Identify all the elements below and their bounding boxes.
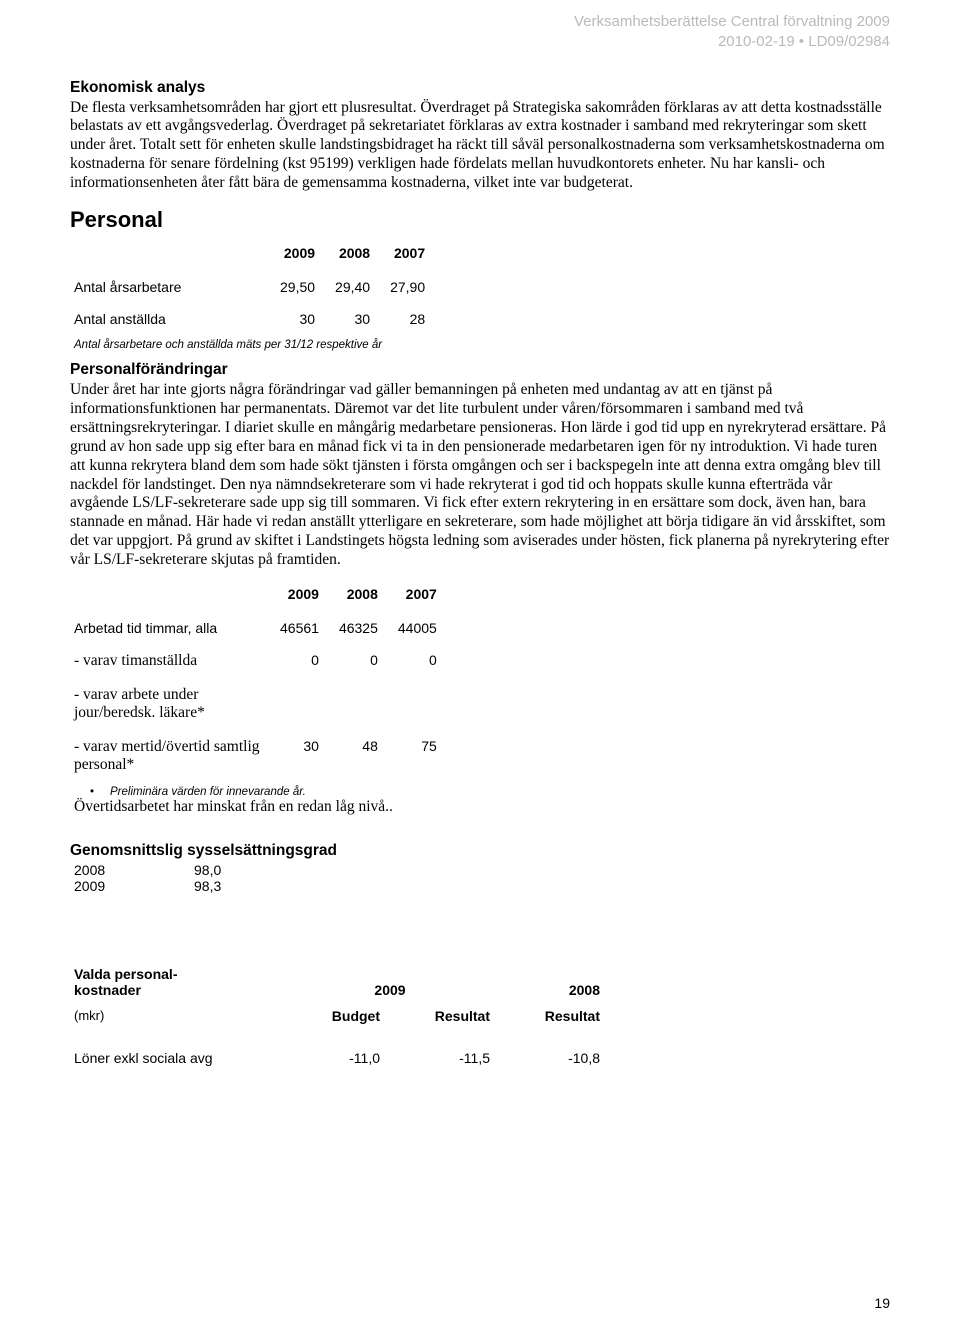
t1-footnote: Antal årsarbetare och anställda mäts per… xyxy=(74,339,890,351)
table-arbetstid: 2009 2008 2007 Arbetad tid timmar, alla … xyxy=(70,580,447,782)
heading-persfor: Personalförändringar xyxy=(70,361,890,379)
t1-row2-v0: 30 xyxy=(270,303,325,335)
t3-mkr: (mkr) xyxy=(70,1000,280,1032)
heading-ekonomisk: Ekonomisk analys xyxy=(70,79,890,97)
t3-r1-v1: -11,5 xyxy=(390,1042,500,1074)
t3-sub-2: Resultat xyxy=(500,1000,610,1032)
t1-row1-v0: 29,50 xyxy=(270,271,325,303)
t3-title1: Valda personal- xyxy=(74,966,177,982)
syssel-r2-v: 98,3 xyxy=(194,878,221,894)
t3-r1-label: Löner exkl sociala avg xyxy=(70,1042,280,1074)
t3-sub-1: Resultat xyxy=(390,1000,500,1032)
t2-col-2009: 2009 xyxy=(270,580,329,612)
t3-r1-v0: -11,0 xyxy=(280,1042,390,1074)
heading-personal: Personal xyxy=(70,207,890,233)
page-header: Verksamhetsberättelse Central förvaltnin… xyxy=(70,12,890,53)
t1-row1-label: Antal årsarbetare xyxy=(70,271,270,303)
syssel-rows: 2008 98,0 2009 98,3 xyxy=(74,862,890,894)
t1-row1-v2: 27,90 xyxy=(380,271,435,303)
t2-r1-v0: 46561 xyxy=(270,612,329,644)
page-number: 19 xyxy=(874,1295,890,1311)
t3-title2: kostnader xyxy=(74,982,141,998)
t3-r1-v2: -10,8 xyxy=(500,1042,610,1074)
body-ekonomisk: De flesta verksamhetsområden har gjort e… xyxy=(70,99,890,194)
heading-syssel: Genomsnittslig sysselsättningsgrad xyxy=(70,842,890,860)
t2-r4-v1: 48 xyxy=(329,730,388,782)
t2-r4-label: - varav mertid/övertid samtlig personal* xyxy=(70,730,270,782)
t2-col-2008: 2008 xyxy=(329,580,388,612)
syssel-r1-y: 2008 xyxy=(74,862,194,878)
table-personal: 2009 2008 2007 Antal årsarbetare 29,50 2… xyxy=(70,239,435,335)
header-line-1: Verksamhetsberättelse Central förvaltnin… xyxy=(70,12,890,32)
t1-row2-label: Antal anställda xyxy=(70,303,270,335)
t2-r4-v0: 30 xyxy=(270,730,329,782)
t1-col-2009: 2009 xyxy=(270,239,325,271)
table-kostnader: Valda personal- kostnader 2009 2008 (mkr… xyxy=(70,960,610,1074)
t2-col-2007: 2007 xyxy=(388,580,447,612)
t1-col-2008: 2008 xyxy=(325,239,380,271)
t2-r3-v0 xyxy=(270,678,329,730)
t2-r3-v1 xyxy=(329,678,388,730)
t2-r2-v0: 0 xyxy=(270,644,329,678)
t2-r1-label: Arbetad tid timmar, alla xyxy=(70,612,270,644)
t3-top-2009: 2009 xyxy=(280,960,500,1000)
t3-top-2008: 2008 xyxy=(500,960,610,1000)
t2-note: Preliminära värden för innevarande år. xyxy=(110,786,890,798)
t2-r2-v1: 0 xyxy=(329,644,388,678)
header-line-2: 2010-02-19 • LD09/02984 xyxy=(70,32,890,52)
t2-r3-label: - varav arbete under jour/beredsk. läkar… xyxy=(70,678,270,730)
t2-after: Övertidsarbetet har minskat från en reda… xyxy=(74,798,890,816)
t3-sub-0: Budget xyxy=(280,1000,390,1032)
t2-r2-label: - varav timanställda xyxy=(70,644,270,678)
body-persfor: Under året har inte gjorts några förändr… xyxy=(70,381,890,570)
t1-row1-v1: 29,40 xyxy=(325,271,380,303)
t2-r1-v2: 44005 xyxy=(388,612,447,644)
t1-row2-v2: 28 xyxy=(380,303,435,335)
t2-r1-v1: 46325 xyxy=(329,612,388,644)
syssel-r1-v: 98,0 xyxy=(194,862,221,878)
t2-r4-v2: 75 xyxy=(388,730,447,782)
t1-col-2007: 2007 xyxy=(380,239,435,271)
t2-r2-v2: 0 xyxy=(388,644,447,678)
t2-r3-v2 xyxy=(388,678,447,730)
t1-row2-v1: 30 xyxy=(325,303,380,335)
syssel-r2-y: 2009 xyxy=(74,878,194,894)
